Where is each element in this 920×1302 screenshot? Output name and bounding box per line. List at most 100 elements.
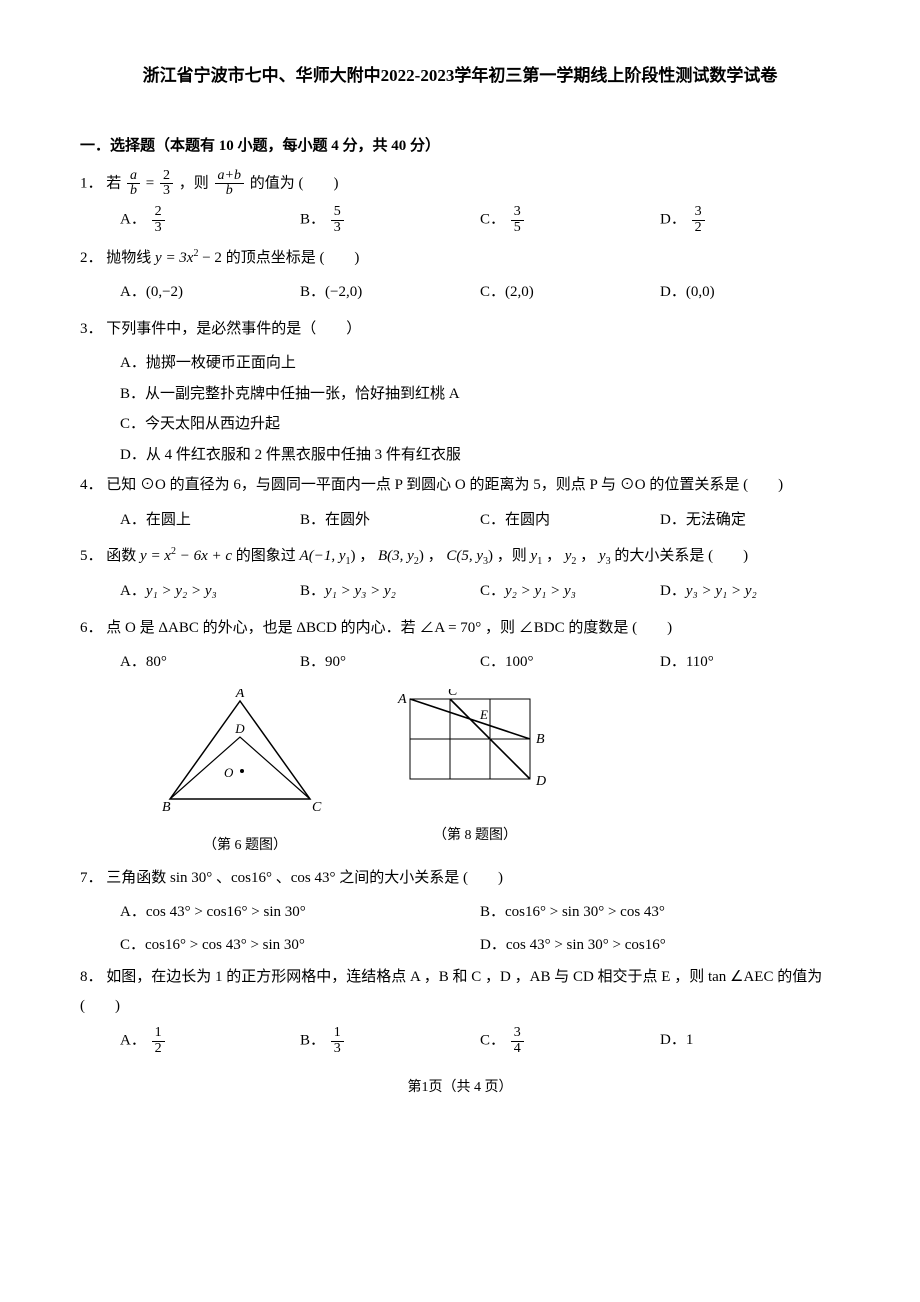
q2-opt-c: C．(2,0) (480, 278, 660, 307)
opt-label: D． (660, 212, 686, 228)
exam-title: 浙江省宁波市七中、华师大附中2022-2023学年初三第一学期线上阶段性测试数学… (80, 60, 840, 92)
q5-post: 的大小关系是 ( ) (614, 548, 748, 564)
sub: 2 (571, 556, 576, 567)
q4-label: 4． (80, 477, 103, 493)
frac-den: 2 (152, 1042, 165, 1057)
q5-pa: A(−1, y (300, 548, 346, 564)
frac-den: 3 (331, 1042, 344, 1057)
q6-opt-c: C．100° (480, 648, 660, 677)
opt-label: D． (660, 583, 686, 599)
q1-frac-apb: a+b b (215, 169, 244, 199)
fig6-caption: （第 6 题图） (160, 833, 330, 860)
pt-b: B (162, 800, 171, 815)
y3: y (599, 548, 606, 564)
opt-label: C． (480, 212, 505, 228)
q7-opt-d: D．cos 43° > sin 30° > cos16° (480, 931, 840, 960)
sep: ， (359, 548, 374, 564)
q1-stem-mid: ，则 (179, 175, 213, 191)
q1-opt-a: A． 23 (120, 205, 300, 235)
sub: 3 (606, 556, 611, 567)
pt-d: D (535, 774, 546, 789)
pt-d: D (234, 721, 245, 736)
q5-pb: B(3, y (378, 548, 414, 564)
q5-pre: 函数 (106, 548, 140, 564)
section-1-header: 一．选择题（本题有 10 小题，每小题 4 分，共 40 分） (80, 132, 840, 161)
q7-options-row2: C．cos16° > cos 43° > sin 30° D．cos 43° >… (120, 931, 840, 960)
frac-den: 3 (160, 184, 173, 199)
opt-label: B． (300, 212, 325, 228)
frac-num: 3 (511, 1026, 524, 1042)
q4-stem: 已知 ⊙O 的直径为 6，与圆同一平面内一点 P 到圆心 O 的距离为 5，则点… (106, 477, 783, 493)
q8-opt-a: A． 12 (120, 1026, 300, 1056)
q7-opt-a: A．cos 43° > cos16° > sin 30° (120, 898, 480, 927)
paren: ) (419, 548, 424, 564)
q1-opt-b: B． 53 (300, 205, 480, 235)
q7-opt-b: B．cos16° > sin 30° > cos 43° (480, 898, 840, 927)
question-4: 4． 已知 ⊙O 的直径为 6，与圆同一平面内一点 P 到圆心 O 的距离为 5… (80, 471, 840, 500)
frac-den: 3 (331, 221, 344, 236)
q3-stem: 下列事件中，是必然事件的是（ ） (106, 321, 361, 337)
frac-den: 5 (511, 221, 524, 236)
opt-label: D． (660, 1032, 686, 1048)
pt-a: A (397, 692, 407, 707)
q5-mid1: 的图象过 (236, 548, 300, 564)
fig8-caption: （第 8 题图） (390, 823, 560, 850)
q6-opt-d: D．110° (660, 648, 840, 677)
q1-frac-23: 2 3 (160, 169, 173, 199)
q2-stem-post: 的顶点坐标是 ( ) (226, 250, 360, 266)
q1-opt-d: D． 32 (660, 205, 840, 235)
opt-text: y₂ > y₁ > y₃ (505, 583, 576, 599)
opt-text: y₃ > y₁ > y₂ (686, 583, 757, 599)
frac-num: a (127, 169, 140, 185)
opt-text: y₁ > y₃ > y₂ (325, 583, 396, 599)
question-3: 3． 下列事件中，是必然事件的是（ ） (80, 315, 840, 344)
q1-opt-c: C． 35 (480, 205, 660, 235)
q1-label: 1． (80, 175, 103, 191)
q5-options: A．y₁ > y₂ > y₃ B．y₁ > y₃ > y₂ C．y₂ > y₁ … (120, 577, 840, 606)
opt-label: C． (480, 583, 505, 599)
frac-den: b (127, 184, 140, 199)
opt-label: A． (120, 583, 146, 599)
opt-label: B． (300, 583, 325, 599)
q8-stem: 如图，在边长为 1 的正方形网格中，连结格点 A ，B 和 C ，D ，AB 与… (80, 969, 822, 1014)
q5-opt-a: A．y₁ > y₂ > y₃ (120, 577, 300, 606)
q7-label: 7． (80, 870, 103, 886)
paren: ) (488, 548, 493, 564)
pt-b: B (536, 732, 545, 747)
q6-stem: 点 O 是 ΔABC 的外心，也是 ΔBCD 的内心．若 ∠A = 70° ，则… (106, 620, 672, 636)
frac-num: 2 (160, 169, 173, 185)
sub: 1 (537, 556, 542, 567)
q5-mid2: ，则 (497, 548, 531, 564)
frac-num: a+b (215, 169, 244, 185)
q4-options: A．在圆上 B．在圆外 C．在圆内 D．无法确定 (120, 506, 840, 535)
grid-diagram: A C B D E (390, 689, 560, 809)
paren: ) (350, 548, 355, 564)
q2-eq-post: − 2 (198, 250, 221, 266)
opt-label: C． (480, 1033, 505, 1049)
opt-label: A． (120, 212, 146, 228)
q8-opt-c: C． 34 (480, 1026, 660, 1056)
frac-num: 1 (331, 1026, 344, 1042)
q7-opt-c: C．cos16° > cos 43° > sin 30° (120, 931, 480, 960)
q6-opt-b: B．90° (300, 648, 480, 677)
page-footer: 第1页（共 4 页） (80, 1075, 840, 1102)
eq-sign: = (146, 175, 158, 191)
frac-den: 4 (511, 1042, 524, 1057)
opt-text: y₁ > y₂ > y₃ (146, 583, 217, 599)
q4-opt-d: D．无法确定 (660, 506, 840, 535)
q3-opt-b: B．从一副完整扑克牌中任抽一张，恰好抽到红桃 A (120, 380, 840, 409)
q2-eq: y = 3x (155, 250, 193, 266)
frac-den: b (215, 184, 244, 199)
sep: ， (580, 548, 599, 564)
q6-label: 6． (80, 620, 103, 636)
q1-stem-pre: 若 (106, 175, 125, 191)
q3-opt-d: D．从 4 件红衣服和 2 件黑衣服中任抽 3 件有红衣服 (120, 441, 840, 470)
q2-opt-d: D．(0,0) (660, 278, 840, 307)
question-2: 2． 抛物线 y = 3x2 − 2 的顶点坐标是 ( ) (80, 244, 840, 273)
q1-options: A． 23 B． 53 C． 35 D． 32 (120, 205, 840, 235)
pt-c: C (448, 689, 458, 699)
q8-label: 8． (80, 969, 103, 985)
q5-pc: C(5, y (446, 548, 483, 564)
q5-opt-c: C．y₂ > y₁ > y₃ (480, 577, 660, 606)
frac-num: 3 (511, 205, 524, 221)
